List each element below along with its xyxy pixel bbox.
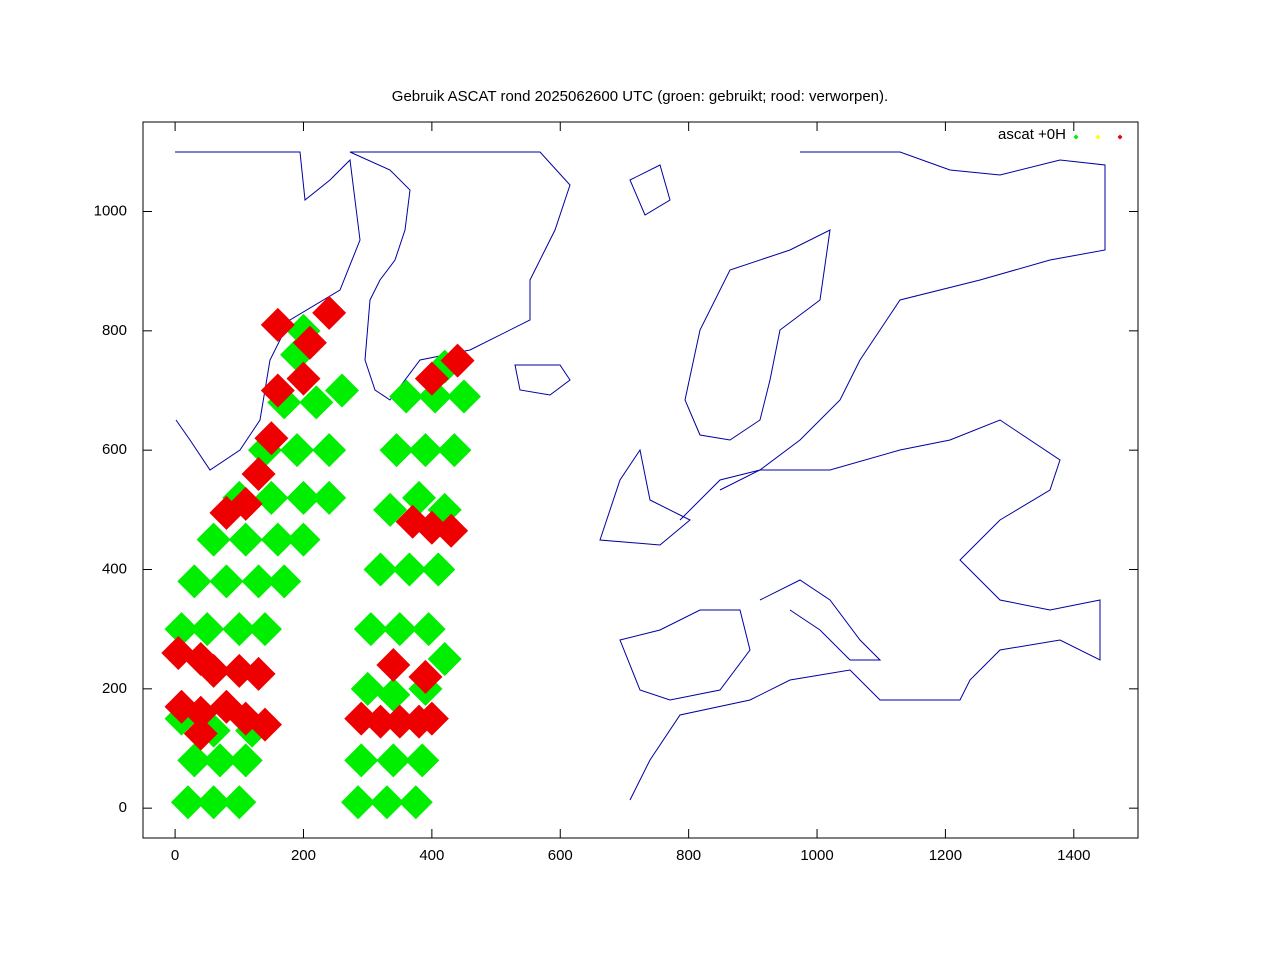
x-tick-label: 400 [419, 847, 444, 864]
point [203, 743, 238, 778]
point [402, 480, 437, 515]
point [434, 513, 469, 548]
x-tick-label: 800 [676, 847, 701, 864]
point [177, 564, 212, 599]
point [286, 522, 321, 557]
point [344, 743, 379, 778]
point [312, 433, 347, 468]
point [247, 612, 282, 647]
point [222, 785, 257, 820]
point [408, 659, 443, 694]
point [341, 785, 376, 820]
point [183, 695, 218, 730]
point [411, 612, 446, 647]
point [414, 361, 449, 396]
point [376, 677, 411, 712]
point [228, 701, 263, 736]
point [392, 552, 427, 587]
point [228, 522, 263, 557]
x-tick-label: 600 [548, 847, 573, 864]
y-tick-label: 800 [102, 322, 127, 339]
coastlines [175, 151, 1106, 801]
point [373, 492, 408, 527]
legend-marker [1095, 134, 1101, 140]
point [389, 379, 424, 414]
point [209, 564, 244, 599]
point [222, 612, 257, 647]
point [382, 612, 417, 647]
x-tick-label: 1000 [800, 847, 833, 864]
point [254, 480, 289, 515]
marks [161, 295, 481, 820]
y-tick-label: 600 [102, 441, 127, 458]
point [196, 785, 231, 820]
x-tick-label: 1200 [929, 847, 962, 864]
point [286, 361, 321, 396]
point [299, 385, 334, 420]
y-tick-label: 1000 [94, 202, 127, 219]
point [228, 743, 263, 778]
point [414, 701, 449, 736]
plot-frame [142, 121, 1139, 839]
point [280, 433, 315, 468]
point [241, 457, 276, 492]
y-tick-label: 400 [102, 560, 127, 577]
point [427, 642, 462, 676]
point [312, 480, 347, 515]
point [379, 433, 414, 468]
legend-label: ascat +0H [998, 126, 1066, 143]
point [363, 704, 398, 739]
point [353, 612, 388, 647]
point [260, 522, 295, 557]
point [164, 612, 199, 647]
point [286, 480, 321, 515]
point [241, 656, 276, 691]
point [170, 785, 205, 820]
point [228, 486, 263, 521]
point [446, 379, 481, 414]
point [350, 671, 385, 706]
legend-marker [1117, 134, 1123, 140]
point [260, 307, 295, 342]
point [325, 373, 359, 408]
point [376, 743, 411, 778]
point [312, 295, 347, 330]
point [260, 373, 295, 408]
y-tick-label: 200 [102, 680, 127, 697]
point [196, 522, 231, 557]
legend [1073, 134, 1123, 140]
point [183, 716, 218, 751]
point [421, 552, 456, 587]
point [177, 743, 212, 778]
y-tick-label: 0 [119, 799, 127, 816]
point [376, 647, 411, 682]
point [437, 433, 472, 468]
point [190, 612, 225, 647]
point [408, 433, 443, 468]
x-tick-label: 0 [171, 847, 179, 864]
point [267, 564, 302, 599]
point [405, 743, 440, 778]
chart-title: Gebruik ASCAT rond 2025062600 UTC (groen… [392, 88, 888, 105]
legend-marker [1073, 134, 1079, 140]
point [382, 704, 417, 739]
point [369, 785, 404, 820]
point [292, 325, 327, 360]
point [196, 653, 231, 688]
point [247, 707, 282, 742]
point [440, 343, 475, 378]
x-tick-label: 200 [291, 847, 316, 864]
x-tick-label: 1400 [1057, 847, 1090, 864]
point [254, 421, 289, 456]
point [398, 785, 433, 820]
point [241, 564, 276, 599]
point [363, 552, 398, 587]
